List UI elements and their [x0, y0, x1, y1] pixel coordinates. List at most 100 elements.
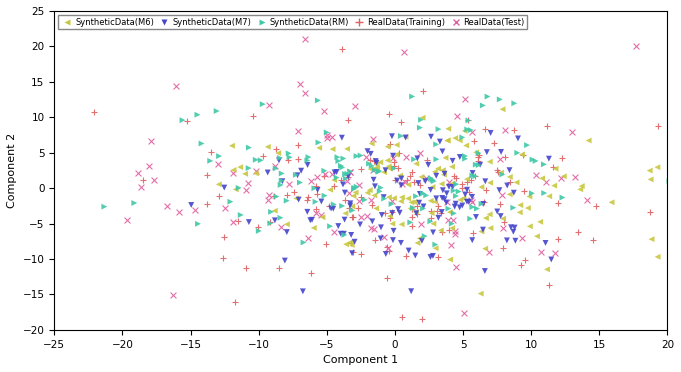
Point — [454, 138, 465, 144]
Point — [269, 208, 280, 214]
Point — [323, 203, 334, 209]
Point — [460, 96, 471, 102]
Point — [502, 183, 513, 189]
Point — [471, 206, 482, 212]
Point — [504, 191, 515, 197]
Point — [302, 209, 313, 215]
Point — [445, 241, 456, 247]
Point — [430, 245, 441, 251]
Point — [387, 153, 398, 159]
Point — [427, 177, 438, 183]
Point — [443, 206, 454, 212]
Point — [484, 159, 495, 165]
Point — [276, 178, 287, 184]
Point — [366, 141, 377, 147]
Point — [498, 216, 509, 222]
Point — [345, 169, 355, 174]
Point — [349, 185, 360, 191]
Point — [462, 176, 473, 182]
Point — [351, 184, 362, 190]
Point — [517, 151, 528, 157]
Point — [282, 192, 293, 198]
Point — [426, 215, 437, 221]
Point — [255, 157, 266, 163]
Point — [498, 225, 509, 231]
Point — [298, 240, 309, 246]
Point — [0, 175, 9, 181]
Point — [292, 128, 303, 134]
Point — [381, 275, 392, 281]
Point — [522, 205, 533, 211]
Point — [508, 205, 519, 211]
Point — [362, 213, 373, 219]
Point — [436, 181, 447, 187]
Point — [257, 153, 268, 159]
Point — [505, 174, 516, 180]
Point — [420, 178, 431, 184]
Point — [440, 155, 451, 161]
Point — [402, 196, 413, 202]
Point — [177, 117, 188, 123]
Point — [321, 132, 332, 138]
Point — [465, 127, 476, 133]
Point — [401, 177, 412, 183]
Point — [311, 206, 321, 212]
Point — [367, 218, 378, 224]
Point — [509, 225, 520, 231]
Point — [375, 224, 386, 230]
Point — [427, 184, 438, 190]
Point — [331, 174, 342, 180]
Point — [524, 193, 535, 199]
Point — [270, 147, 281, 153]
Point — [219, 234, 229, 240]
Point — [336, 203, 347, 209]
Point — [362, 190, 373, 196]
Point — [549, 183, 560, 189]
Point — [569, 174, 580, 180]
Point — [426, 208, 437, 214]
Point — [386, 209, 397, 215]
Point — [428, 221, 439, 227]
Point — [343, 190, 354, 196]
Point — [558, 173, 569, 179]
Point — [511, 179, 522, 185]
Point — [292, 172, 303, 178]
Point — [426, 210, 437, 216]
Point — [423, 162, 434, 168]
Point — [302, 157, 313, 163]
Point — [531, 233, 542, 239]
Point — [411, 193, 422, 199]
Point — [392, 142, 402, 148]
Point — [460, 156, 471, 162]
Point — [537, 175, 548, 181]
Point — [457, 134, 468, 140]
Point — [211, 108, 222, 114]
Point — [462, 199, 473, 205]
Point — [371, 161, 382, 167]
Point — [186, 202, 197, 208]
Point — [312, 174, 323, 180]
Point — [243, 165, 254, 171]
Point — [505, 179, 516, 185]
Point — [437, 195, 447, 201]
Point — [387, 221, 398, 227]
Point — [365, 151, 376, 157]
Point — [387, 155, 398, 161]
Point — [276, 224, 287, 230]
Point — [476, 201, 487, 207]
Point — [484, 211, 495, 217]
Point — [381, 244, 392, 250]
Point — [476, 228, 487, 234]
Point — [349, 186, 360, 192]
Point — [463, 118, 474, 124]
Point — [235, 212, 246, 218]
Point — [442, 138, 453, 144]
Point — [251, 157, 262, 163]
Point — [281, 221, 292, 227]
Point — [368, 136, 379, 142]
Point — [266, 209, 276, 215]
Point — [400, 179, 411, 185]
Point — [312, 191, 323, 197]
Point — [202, 172, 212, 178]
Point — [455, 197, 466, 203]
